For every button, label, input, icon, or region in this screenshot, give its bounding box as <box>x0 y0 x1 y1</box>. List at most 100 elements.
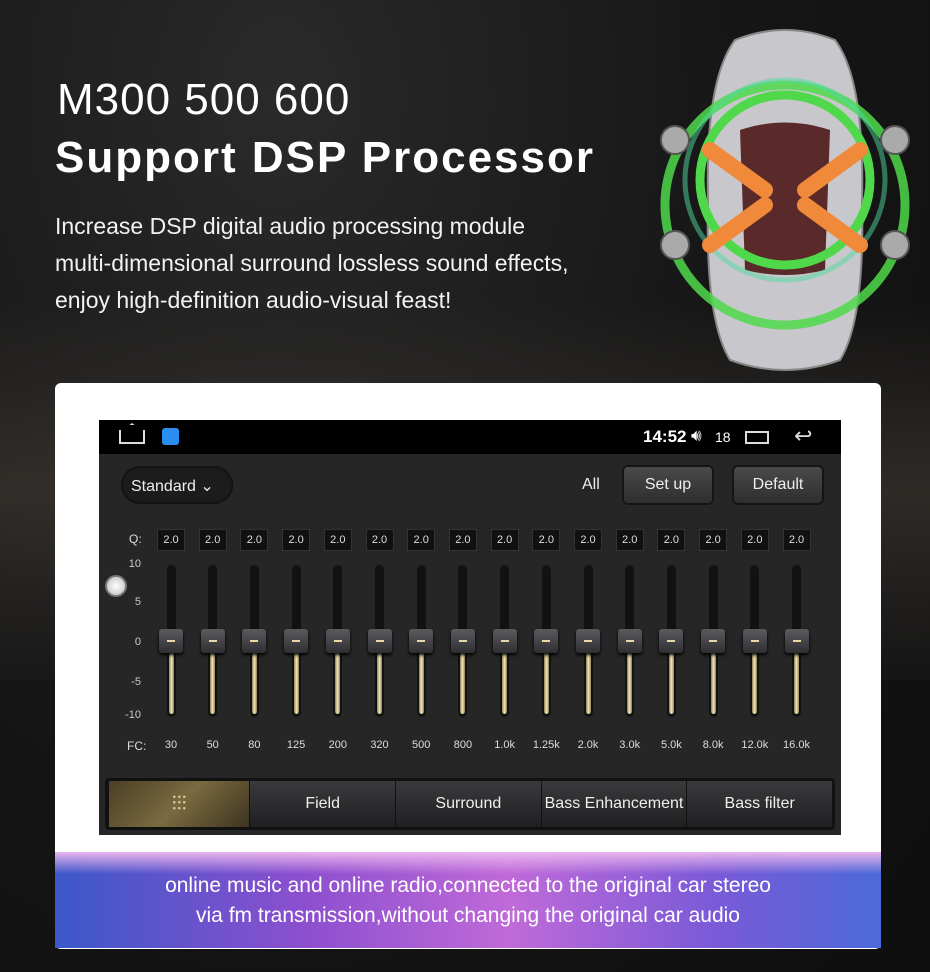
slider-fill <box>377 641 382 714</box>
q-value[interactable]: 2.0 <box>198 529 227 551</box>
home-icon[interactable] <box>119 430 145 444</box>
volume-level: 18 <box>715 429 731 445</box>
volume-icon[interactable]: 🔊︎ <box>691 426 702 445</box>
scroll-handle[interactable] <box>105 575 127 597</box>
axis-tick: -10 <box>125 709 141 721</box>
fc-label-value: 125 <box>286 739 306 751</box>
tab-equalizer[interactable]: ⫶⫶⫶ <box>108 781 250 827</box>
fc-label-value: 3.0k <box>619 739 641 751</box>
slider-fill <box>585 641 591 714</box>
fc-label-value: 800 <box>453 739 473 751</box>
slider-fill <box>210 641 216 714</box>
chevron-down-icon: ⌄ <box>200 478 214 495</box>
q-label: Q: <box>129 532 142 546</box>
fc-label-value: 50 <box>206 739 219 751</box>
slider-fill <box>502 641 508 714</box>
slider-fill <box>251 641 257 714</box>
q-value[interactable]: 2.0 <box>532 529 561 551</box>
slider-knob[interactable] <box>617 629 642 653</box>
back-icon[interactable]: ↩ <box>794 423 813 448</box>
description: Increase DSP digital audio processing mo… <box>55 213 569 313</box>
q-value[interactable]: 2.0 <box>615 529 644 551</box>
slider-knob[interactable] <box>784 629 809 653</box>
headline-title: Support DSP Processor <box>55 133 595 182</box>
equalizer-icon: ⫶⫶⫶ <box>171 793 187 815</box>
fc-label-value: 16.0k <box>783 739 810 751</box>
slider-knob[interactable] <box>492 629 517 653</box>
banner-line-2: via fm transmission,without changing the… <box>196 904 740 927</box>
fc-label-value: 30 <box>164 739 178 751</box>
car-speakers-illustration <box>660 29 910 371</box>
slider-knob[interactable] <box>242 629 267 653</box>
fc-label-value: 500 <box>412 739 431 751</box>
app-icon[interactable] <box>162 428 179 445</box>
tab-bass-filter[interactable]: Bass filter <box>686 781 833 827</box>
q-value[interactable]: 2.0 <box>365 529 394 551</box>
slider-fill <box>460 641 466 714</box>
tab-surround[interactable]: Surround <box>395 781 541 827</box>
slider-knob[interactable] <box>576 629 600 653</box>
fc-label-value: 1.25k <box>532 739 560 751</box>
all-toggle[interactable]: All <box>582 476 600 493</box>
q-value[interactable]: 2.0 <box>699 529 728 551</box>
q-value[interactable]: 2.0 <box>740 529 769 551</box>
slider-fill <box>794 641 799 714</box>
fc-label-value: 80 <box>248 739 261 751</box>
dsp-tab-bar: ⫶⫶⫶ Field Surround Bass Enhancement Bass… <box>105 778 835 830</box>
preset-value: Standard <box>131 478 196 495</box>
q-value[interactable]: 2.0 <box>657 529 686 551</box>
q-value[interactable]: 2.0 <box>407 529 436 551</box>
headline-models: M300 500 600 <box>57 75 351 124</box>
q-value[interactable]: 2.0 <box>323 529 352 551</box>
q-value[interactable]: 2.0 <box>448 529 477 551</box>
dsp-equalizer-screen: 14:52 🔊︎ 18 ↩ Standard ⌄ All Set up Defa… <box>99 420 841 835</box>
slider-knob[interactable] <box>450 629 475 653</box>
axis-tick: -5 <box>131 676 141 688</box>
fc-label-value: 12.0k <box>741 739 769 751</box>
slider-fill <box>418 641 424 714</box>
slider-knob[interactable] <box>534 629 559 653</box>
q-value[interactable]: 2.0 <box>490 529 519 551</box>
default-button[interactable]: Default <box>732 465 824 505</box>
fc-label-value: 320 <box>370 739 389 751</box>
slider-knob[interactable] <box>701 629 726 653</box>
preset-dropdown[interactable]: Standard ⌄ <box>121 466 233 504</box>
slider-fill <box>752 641 758 714</box>
slider-fill <box>710 641 716 714</box>
q-value[interactable]: 2.0 <box>282 529 311 551</box>
slider-fill <box>627 641 633 714</box>
fc-label-value: 1.0k <box>494 739 515 751</box>
status-bar: 14:52 🔊︎ 18 ↩ <box>99 420 841 454</box>
slider-knob[interactable] <box>367 629 392 653</box>
axis-tick: 10 <box>128 558 141 570</box>
setup-button[interactable]: Set up <box>622 465 714 505</box>
fc-label-value: 200 <box>328 739 347 751</box>
slider-fill <box>168 641 174 714</box>
tab-bass-enhancement[interactable]: Bass Enhancement <box>540 781 687 827</box>
slider-fill <box>668 641 674 714</box>
tab-field[interactable]: Field <box>249 781 395 827</box>
slider-fill <box>293 641 299 714</box>
fc-label-value: 2.0k <box>577 739 599 751</box>
slider-knob[interactable] <box>325 629 350 653</box>
fc-label-value: 8.0k <box>702 739 724 751</box>
slider-knob[interactable] <box>284 629 309 653</box>
axis-tick: 0 <box>134 636 141 648</box>
fc-label: FC: <box>127 739 147 753</box>
banner-line-1: online music and online radio,connected … <box>165 874 771 897</box>
slider-knob[interactable] <box>742 629 767 653</box>
slider-knob[interactable] <box>659 629 684 653</box>
slider-fill <box>335 641 341 714</box>
fc-label-value: 5.0k <box>660 739 682 751</box>
slider-knob[interactable] <box>159 629 183 653</box>
q-value[interactable]: 2.0 <box>157 529 185 551</box>
clock: 14:52 <box>643 427 687 446</box>
slider-fill <box>543 641 549 714</box>
recent-apps-icon[interactable] <box>745 431 769 444</box>
q-value[interactable]: 2.0 <box>782 529 811 551</box>
slider-knob[interactable] <box>200 629 225 653</box>
q-value[interactable]: 2.0 <box>574 529 602 551</box>
slider-knob[interactable] <box>409 629 434 653</box>
axis-tick: 5 <box>134 596 141 608</box>
q-value[interactable]: 2.0 <box>240 529 269 551</box>
